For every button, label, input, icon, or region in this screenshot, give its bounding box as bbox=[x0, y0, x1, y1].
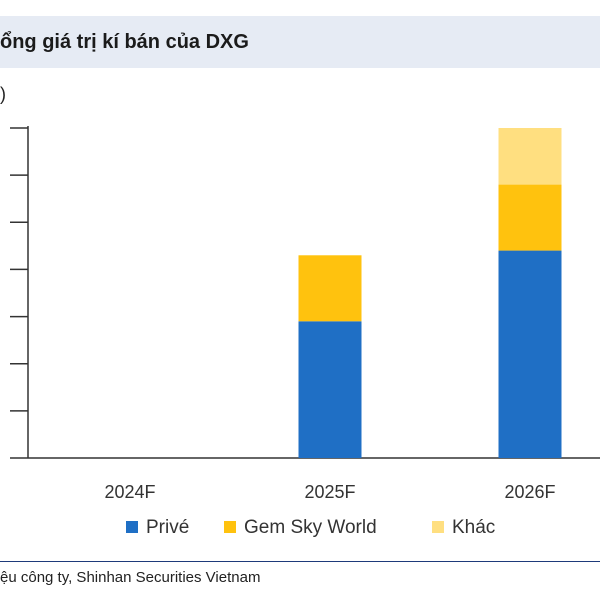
bar-2026F-series-2 bbox=[498, 128, 562, 185]
x-tick-label: 2024F bbox=[104, 482, 155, 502]
chart-legend: Privé Gem Sky World Khác bbox=[126, 517, 495, 538]
bar-2026F-series-0 bbox=[498, 250, 562, 458]
chart-title: ổng giá trị kí bán của DXG bbox=[0, 31, 249, 53]
x-tick-label: 2025F bbox=[304, 482, 355, 502]
chart-bars bbox=[298, 128, 562, 458]
source-divider bbox=[0, 561, 600, 562]
legend-label: Gem Sky World bbox=[244, 517, 377, 538]
stacked-bar-chart: 2024F 2025F 2026F Privé Gem Sky World Khác bbox=[10, 126, 600, 538]
bar-2026F-series-1 bbox=[498, 184, 562, 251]
y-axis-unit-label: ) bbox=[0, 84, 6, 104]
x-tick-label: 2026F bbox=[504, 482, 555, 502]
legend-swatch bbox=[432, 521, 444, 533]
title-band bbox=[0, 16, 600, 68]
legend-label: Privé bbox=[146, 517, 189, 538]
legend-swatch bbox=[224, 521, 236, 533]
bar-2025F-series-0 bbox=[298, 321, 362, 458]
x-tick-labels: 2024F 2025F 2026F bbox=[104, 482, 555, 502]
legend-label: Khác bbox=[452, 517, 495, 538]
legend-swatch bbox=[126, 521, 138, 533]
source-note: ệu công ty, Shinhan Securities Vietnam bbox=[0, 569, 261, 586]
bar-2025F-series-1 bbox=[298, 255, 362, 322]
